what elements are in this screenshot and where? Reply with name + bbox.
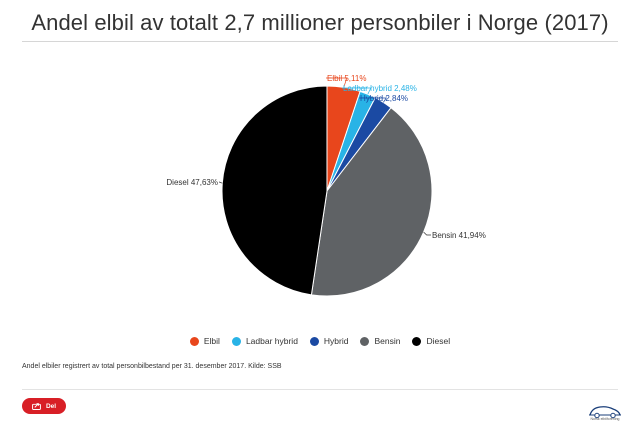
legend-swatch: [189, 336, 199, 346]
footer-divider: [22, 389, 618, 390]
label-connector-hybrid: [359, 97, 387, 103]
source-footnote: Andel elbiler registrert av total person…: [22, 363, 282, 370]
share-label: Del: [45, 402, 57, 410]
chart-title: Andel elbil av totalt 2,7 millioner pers…: [31, 10, 609, 35]
legend-item-elbil[interactable]: Elbil: [189, 336, 220, 346]
legend-swatch: [360, 336, 370, 346]
legend-label: Ladbar hybrid: [245, 336, 298, 346]
data-label-ladbar-hybrid: Ladbar hybrid 2,48%: [343, 84, 417, 93]
title-divider: [22, 41, 618, 42]
legend-swatch: [309, 336, 319, 346]
brand-name: Norsk elbilforening: [590, 417, 620, 421]
legend-item-bensin[interactable]: Bensin: [360, 336, 400, 346]
legend-label: Elbil: [203, 336, 220, 346]
legend-label: Bensin: [374, 336, 401, 346]
share-icon: [32, 403, 41, 410]
pie-slice-diesel[interactable]: [221, 85, 328, 296]
data-label-diesel: Diesel 47,63%: [166, 178, 218, 187]
legend-swatch: [412, 336, 422, 346]
label-connector-diesel: [219, 181, 223, 184]
legend-swatch: [231, 336, 241, 346]
legend-label: Diesel: [426, 336, 451, 346]
data-label-elbil: Elbil 5,11%: [327, 74, 366, 83]
label-connector-ladbar-hybrid: [342, 87, 372, 95]
label-connector-elbil: [326, 77, 348, 88]
legend-item-diesel[interactable]: Diesel: [412, 336, 450, 346]
label-connector-bensin: [423, 231, 431, 236]
data-label-hybrid: Hybrid 2,84%: [360, 94, 408, 103]
data-label-bensin: Bensin 41,94%: [432, 231, 486, 240]
car-logo-icon: [589, 406, 621, 419]
legend-label: Hybrid: [323, 336, 349, 346]
legend-item-ladbar-hybrid[interactable]: Ladbar hybrid: [231, 336, 298, 346]
legend-item-hybrid[interactable]: Hybrid: [309, 336, 349, 346]
chart-legend: Elbil Ladbar hybrid Hybrid Bensin Diesel: [0, 336, 640, 346]
share-button[interactable]: Del: [22, 398, 66, 414]
pie-slice-bensin[interactable]: [310, 107, 433, 297]
